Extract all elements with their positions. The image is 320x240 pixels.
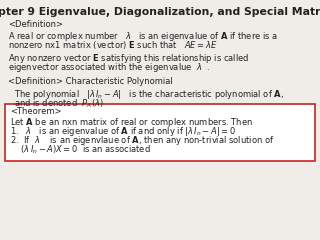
Text: <Theorem>: <Theorem> xyxy=(10,107,61,116)
Text: <Definition>: <Definition> xyxy=(8,20,63,29)
Text: eigenvector associated with the eigenvalue  $\lambda$  .: eigenvector associated with the eigenval… xyxy=(8,61,210,74)
Text: The polynomial   $|\lambda\,I_n - A|$   is the characteristic polynomial of $\ma: The polynomial $|\lambda\,I_n - A|$ is t… xyxy=(14,88,284,101)
Text: nonzero nx1 matrix (vector) $\mathbf{E}$ such that   $AE = \lambda E$: nonzero nx1 matrix (vector) $\mathbf{E}$… xyxy=(8,39,218,51)
Text: 1.   $\lambda$   is an eigenvalue of $\mathbf{A}$ if and only if $|\lambda\,I_n : 1. $\lambda$ is an eigenvalue of $\mathb… xyxy=(10,125,236,138)
Text: Chapter 9 Eigenvalue, Diagonalization, and Special Matrices: Chapter 9 Eigenvalue, Diagonalization, a… xyxy=(0,7,320,17)
Text: <Definition> Characteristic Polynomial: <Definition> Characteristic Polynomial xyxy=(8,77,173,86)
Text: 2.  If  $\lambda$    is an eigenvlaue of $\mathbf{A}$, then any non-trivial solu: 2. If $\lambda$ is an eigenvlaue of $\ma… xyxy=(10,134,275,147)
Text: Let $\mathbf{A}$ be an nxn matrix of real or complex numbers. Then: Let $\mathbf{A}$ be an nxn matrix of rea… xyxy=(10,116,253,129)
Text: Any nonzero vector $\mathbf{E}$ satisfying this relationship is called: Any nonzero vector $\mathbf{E}$ satisfyi… xyxy=(8,52,249,65)
Text: $(\lambda\,I_n - A)X = 0$  is an associated: $(\lambda\,I_n - A)X = 0$ is an associat… xyxy=(10,143,151,156)
Text: A real or complex number   $\lambda$   is an eigenvalue of $\mathbf{A}$ if there: A real or complex number $\lambda$ is an… xyxy=(8,30,278,43)
FancyBboxPatch shape xyxy=(5,104,315,161)
Text: and is denoted  $P_A(\lambda)$: and is denoted $P_A(\lambda)$ xyxy=(14,97,104,109)
